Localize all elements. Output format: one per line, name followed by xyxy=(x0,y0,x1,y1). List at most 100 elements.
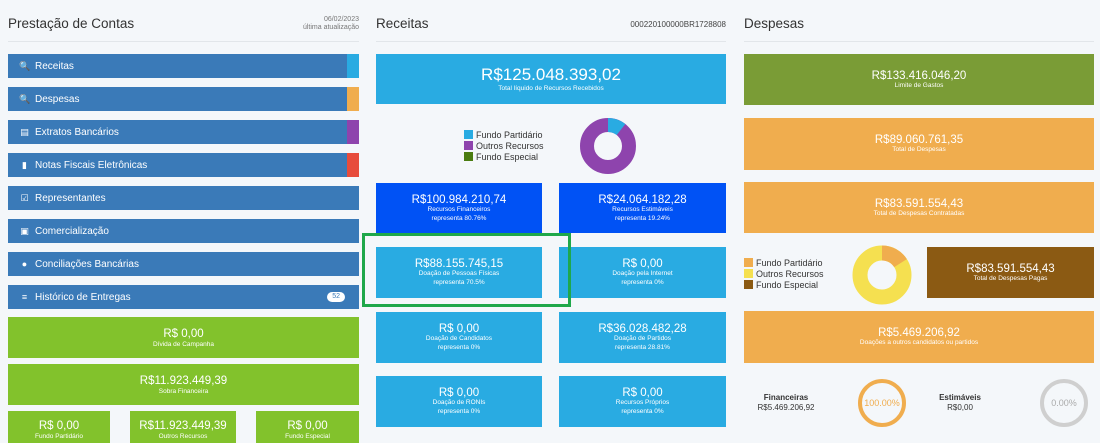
part-rep: representa 28.81% xyxy=(615,344,670,351)
int-rep: representa 0% xyxy=(621,279,664,286)
sidebar-item-notas-fiscais-eletronicas[interactable]: ▮ Notas Fiscais Eletrônicas xyxy=(8,153,359,177)
search-icon: 🔍 xyxy=(19,60,31,71)
legend-label: Outros Recursos xyxy=(756,269,824,279)
sobra-outros-recursos-card[interactable]: R$11.923.449,39 Outros Recursos xyxy=(130,411,236,443)
recursos-estimaveis-card[interactable]: R$24.064.182,28 Recursos Estimáveis repr… xyxy=(559,183,726,233)
recursos-financeiros-card[interactable]: R$100.984.210,74 Recursos Financeiros re… xyxy=(376,183,542,233)
sidebar-item-despesas[interactable]: 🔍 Despesas xyxy=(8,87,359,111)
search-icon: 🔍 xyxy=(19,93,31,104)
despesas-title: Despesas xyxy=(744,16,805,31)
total-receitas-card[interactable]: R$125.048.393,02 Total líquido de Recurs… xyxy=(376,54,726,104)
prop-rep: representa 0% xyxy=(621,408,664,415)
legend-item: Outros Recursos xyxy=(744,269,824,280)
est-label: Recursos Estimáveis xyxy=(612,205,673,213)
ronis-card[interactable]: R$ 0,00 Doação de RONIs representa 0% xyxy=(376,376,542,427)
contratadas-label: Total de Despesas Contratadas xyxy=(873,209,965,217)
despesas-pagas-card[interactable]: R$83.591.554,43 Total de Despesas Pagas xyxy=(927,247,1094,298)
limite-label: Limite de Gastos xyxy=(894,81,944,89)
estimaveis-pct: 0.00% xyxy=(1051,398,1077,408)
ronis-label: Doação de RONIs xyxy=(432,399,486,406)
prop-value: R$ 0,00 xyxy=(622,387,663,399)
prop-label: Recursos Próprios xyxy=(615,399,670,406)
proprios-card[interactable]: R$ 0,00 Recursos Próprios representa 0% xyxy=(559,376,726,427)
receitas-legend: Fundo Partidário Outros Recursos Fundo E… xyxy=(464,130,544,163)
pf-value: R$88.155.745,15 xyxy=(414,258,504,270)
legend-swatch xyxy=(744,258,753,267)
receitas-donut-chart xyxy=(580,118,636,174)
sidebar-item-receitas[interactable]: 🔍 Receitas xyxy=(8,54,359,78)
sobra-fundo-especial-card[interactable]: R$ 0,00 Fundo Especial xyxy=(256,411,359,443)
sobra-label: Sobra Financeira xyxy=(158,387,209,395)
partidos-card[interactable]: R$36.028.482,28 Doação de Partidos repre… xyxy=(559,312,726,363)
legend-label: Fundo Partidário xyxy=(476,130,543,140)
fe-value: R$ 0,00 xyxy=(287,420,328,432)
part-value: R$36.028.482,28 xyxy=(598,323,687,335)
despesas-column: Despesas R$133.416.046,20 Limite de Gast… xyxy=(744,0,1094,427)
legend-item: Fundo Especial xyxy=(744,280,824,291)
legend-label: Fundo Partidário xyxy=(756,258,823,268)
est-value: R$24.064.182,28 xyxy=(598,193,687,206)
file-icon: ▮ xyxy=(22,159,27,170)
receitas-column: Receitas 000220100000BR1728808 R$125.048… xyxy=(376,0,726,427)
fin-label: Recursos Financeiros xyxy=(427,205,491,213)
doacoes-card[interactable]: R$5.469.206,92 Doações a outros candidat… xyxy=(744,311,1094,363)
total-despesas-value: R$89.060.761,35 xyxy=(874,134,964,146)
sidebar-item-label: Extratos Bancários xyxy=(35,126,119,138)
color-strip xyxy=(347,120,359,144)
total-receitas-value: R$125.048.393,02 xyxy=(481,65,621,84)
doacoes-label: Doações a outros candidatos ou partidos xyxy=(859,339,979,346)
int-value: R$ 0,00 xyxy=(622,258,663,270)
protocol-number: 000220100000BR1728808 xyxy=(630,20,726,29)
prestacao-column: Prestação de Contas 06/02/2023 última at… xyxy=(8,0,359,443)
sobra-fundo-partidario-card[interactable]: R$ 0,00 Fundo Partidário xyxy=(8,411,110,443)
sidebar-item-comercializacao[interactable]: ▣ Comercialização xyxy=(8,219,359,243)
estimaveis-title: Estimáveis xyxy=(939,393,981,402)
last-update: 06/02/2023 última atualização xyxy=(303,16,359,32)
estimaveis-stat: Estimáveis R$0,00 xyxy=(920,393,1000,413)
or-value: R$11.923.449,39 xyxy=(139,420,227,432)
list-icon: ≡ xyxy=(21,292,28,302)
financeiras-pct: 100.00% xyxy=(864,398,900,408)
sidebar-item-label: Representantes xyxy=(35,192,106,204)
financeiras-gauge-ring xyxy=(858,379,906,427)
color-strip xyxy=(347,54,359,78)
color-strip xyxy=(347,87,359,111)
sidebar-item-historico-de-entregas[interactable]: ≡ Histórico de Entregas 52 xyxy=(8,285,359,309)
fin-value: R$100.984.210,74 xyxy=(411,193,507,206)
legend-swatch xyxy=(464,141,473,150)
financeiras-title: Financeiras xyxy=(763,393,809,402)
legend-label: Outros Recursos xyxy=(476,141,544,151)
divida-value: R$ 0,00 xyxy=(163,327,204,340)
total-despesas-card[interactable]: R$89.060.761,35 Total de Despesas xyxy=(744,118,1094,170)
est-rep: representa 19.24% xyxy=(615,214,670,222)
legend-item: Fundo Partidário xyxy=(464,130,544,141)
sidebar-item-conciliacoes-bancarias[interactable]: ● Conciliações Bancárias xyxy=(8,252,359,276)
sidebar-item-representantes[interactable]: ☑ Representantes xyxy=(8,186,359,210)
divida-campanha-card[interactable]: R$ 0,00 Dívida de Campanha xyxy=(8,317,359,358)
estimaveis-value: R$0,00 xyxy=(947,403,973,412)
financeiras-gauge xyxy=(858,379,906,427)
cand-rep: representa 0% xyxy=(437,344,481,351)
despesas-donut-chart xyxy=(852,245,912,305)
last-update-label: última atualização xyxy=(302,24,359,31)
legend-label: Fundo Especial xyxy=(756,280,819,290)
sobra-financeira-card[interactable]: R$11.923.449,39 Sobra Financeira xyxy=(8,364,359,405)
sidebar-item-label: Comercialização xyxy=(35,225,109,237)
internet-card[interactable]: R$ 0,00 Doação pela Internet representa … xyxy=(559,247,726,298)
legend-swatch xyxy=(744,269,753,278)
despesas-contratadas-card[interactable]: R$83.591.554,43 Total de Despesas Contra… xyxy=(744,182,1094,233)
legend-item: Fundo Especial xyxy=(464,152,544,163)
sidebar-item-extratos-bancarios[interactable]: ▤ Extratos Bancários xyxy=(8,120,359,144)
receitas-header: Receitas 000220100000BR1728808 xyxy=(376,0,726,42)
financeiras-value: R$5.469.206,92 xyxy=(757,403,815,412)
limite-gastos-card[interactable]: R$133.416.046,20 Limite de Gastos xyxy=(744,54,1094,105)
pessoas-fisicas-card[interactable]: R$88.155.745,15 Doação de Pessoas Física… xyxy=(376,247,542,298)
legend-swatch xyxy=(464,152,473,161)
despesas-legend: Fundo Partidário Outros Recursos Fundo E… xyxy=(744,258,824,291)
legend-item: Outros Recursos xyxy=(464,141,544,152)
candidatos-card[interactable]: R$ 0,00 Doação de Candidatos representa … xyxy=(376,312,542,363)
legend-swatch xyxy=(744,280,753,289)
calendar-icon: ▣ xyxy=(20,225,29,236)
total-receitas-label: Total líquido de Recursos Recebidos xyxy=(498,85,604,92)
color-strip xyxy=(347,153,359,177)
